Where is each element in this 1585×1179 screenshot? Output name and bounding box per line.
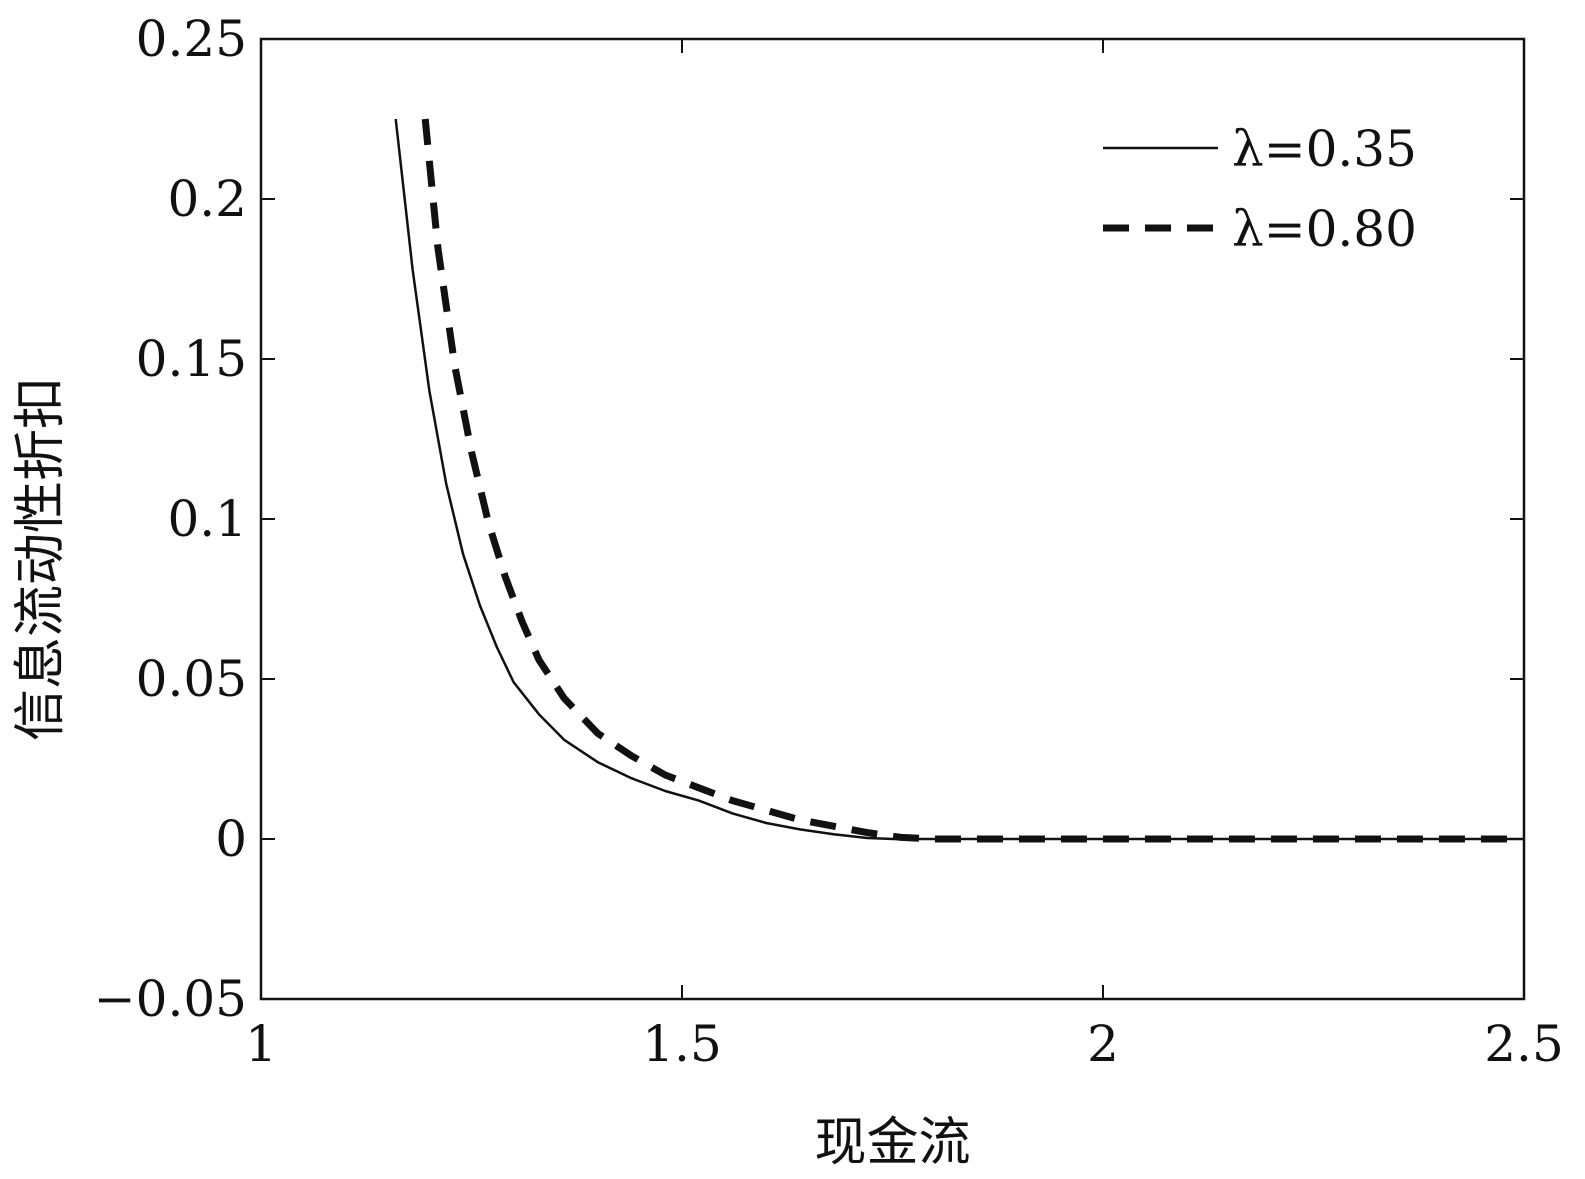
x-tick-label: 2.5 bbox=[1484, 1015, 1564, 1073]
y-tick-label: −0.05 bbox=[94, 970, 247, 1028]
y-tick-label: 0.15 bbox=[136, 330, 247, 388]
plot-series-group bbox=[394, 118, 1524, 843]
x-tick-label: 1.5 bbox=[642, 1015, 722, 1073]
x-tick-label: 1 bbox=[245, 1015, 277, 1073]
y-tick-label: 0.2 bbox=[167, 170, 247, 228]
y-tick-label: 0.25 bbox=[136, 10, 247, 68]
legend: λ=0.35 λ=0.80 bbox=[1103, 120, 1417, 258]
ticks-group: 1 1.5 2 2.5 −0.05 0 0.05 0.1 0.15 0.2 0.25 bbox=[94, 10, 1564, 1073]
x-tick-label: 2 bbox=[1087, 1015, 1119, 1073]
legend-label: λ=0.35 bbox=[1232, 120, 1417, 178]
y-tick-label: 0 bbox=[215, 810, 247, 868]
x-axis-title: 现金流 bbox=[814, 1113, 970, 1173]
y-tick-label: 0.05 bbox=[136, 650, 247, 708]
series-line-dashed bbox=[421, 118, 1524, 843]
y-axis-title: 信息流动性折扣 bbox=[11, 377, 71, 741]
plot-frame bbox=[259, 37, 1526, 1001]
y-tick-label: 0.1 bbox=[167, 490, 247, 548]
series-line-solid bbox=[394, 118, 1524, 841]
legend-label: λ=0.80 bbox=[1232, 200, 1417, 258]
